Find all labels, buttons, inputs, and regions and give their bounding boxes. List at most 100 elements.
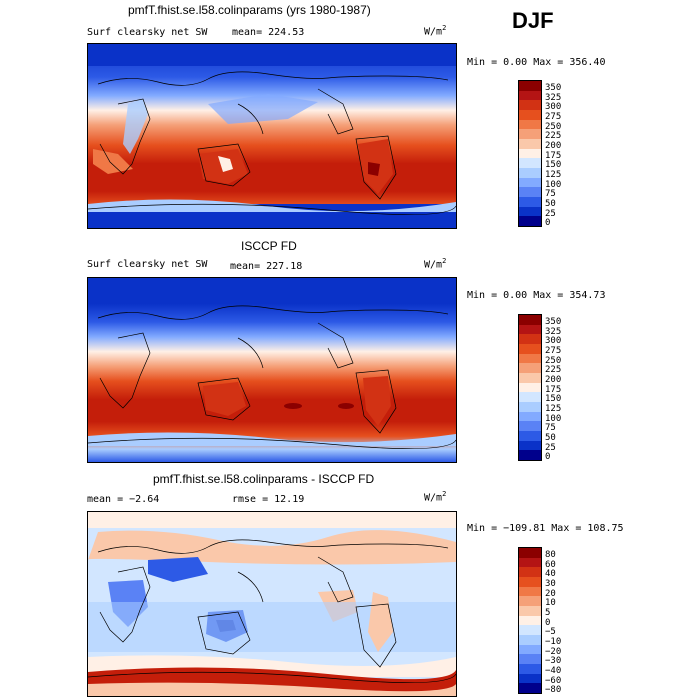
panel3-colorbar-swatch xyxy=(519,596,541,606)
panel2-colorbar-swatch xyxy=(519,372,541,383)
colorbar-tick-label: 75 xyxy=(545,189,556,200)
colorbar-tick-label: 75 xyxy=(545,423,556,434)
panel2-colorbar-swatch xyxy=(519,392,541,402)
colorbar-tick-label: 350 xyxy=(545,83,562,93)
panel3-mean-label: mean = −2.64 xyxy=(87,494,160,505)
panel3-colorbar xyxy=(518,547,542,694)
panel2-colorbar-swatch xyxy=(519,401,541,412)
panel2-colorbar-swatch xyxy=(519,430,541,441)
panel1-variable-label: Surf clearsky net SW xyxy=(87,27,208,38)
panel2-colorbar-swatch xyxy=(519,353,541,364)
panel3-colorbar-swatch xyxy=(519,586,541,597)
colorbar-tick-label: 80 xyxy=(545,550,556,560)
panel1-map-svg xyxy=(88,44,456,228)
panel2-colorbar-swatch xyxy=(519,315,541,325)
panel1-units: W/m2 xyxy=(424,24,447,38)
colorbar-tick-label: 300 xyxy=(545,336,562,347)
panel2-range: Min = 0.00 Max = 354.73 xyxy=(467,290,606,301)
panel1-title: pmfT.fhist.se.l58.colinparams (yrs 1980-… xyxy=(128,3,371,17)
panel3-colorbar-swatch xyxy=(519,625,541,635)
panel1-colorbar-swatch xyxy=(519,100,541,110)
colorbar-tick-label: 175 xyxy=(545,150,562,161)
panel2-colorbar-swatch xyxy=(519,440,541,451)
colorbar-tick-label: 325 xyxy=(545,326,562,337)
colorbar-tick-label: 0 xyxy=(545,452,551,463)
panel1-colorbar-swatch xyxy=(519,196,541,207)
panel1-colorbar-swatch xyxy=(519,167,541,178)
panel3-colorbar-swatch xyxy=(519,673,541,684)
colorbar-tick-label: 0 xyxy=(545,617,551,628)
colorbar-tick-label: 60 xyxy=(545,559,556,570)
panel1-colorbar-swatch xyxy=(519,81,541,91)
colorbar-tick-label: −5 xyxy=(545,627,556,638)
panel1-colorbar-swatch xyxy=(519,187,541,197)
panel1-colorbar-swatch xyxy=(519,119,541,130)
panel3-colorbar-swatch xyxy=(519,605,541,616)
panel2-colorbar-swatch xyxy=(519,450,541,460)
panel2-colorbar-swatch xyxy=(519,334,541,344)
colorbar-tick-label: 5 xyxy=(545,607,551,618)
colorbar-tick-label: 200 xyxy=(545,140,562,151)
panel3-colorbar-swatch xyxy=(519,683,541,693)
colorbar-tick-label: 40 xyxy=(545,569,556,580)
panel1-colorbar-swatch xyxy=(519,177,541,188)
panel1-colorbar-swatch xyxy=(519,129,541,139)
colorbar-tick-label: 275 xyxy=(545,345,562,356)
panel2-colorbar-swatch xyxy=(519,382,541,393)
colorbar-tick-label: 275 xyxy=(545,111,562,122)
season-label: DJF xyxy=(512,8,554,33)
colorbar-tick-label: 300 xyxy=(545,102,562,113)
panel1-colorbar-swatch xyxy=(519,109,541,120)
colorbar-tick-label: 350 xyxy=(545,317,562,327)
panel1-colorbar-swatch xyxy=(519,206,541,217)
panel3-colorbar-swatch xyxy=(519,548,541,558)
panel3-units: W/m2 xyxy=(424,490,447,504)
panel1-mean-label: mean= 224.53 xyxy=(232,27,305,38)
colorbar-tick-label: 20 xyxy=(545,588,556,599)
panel1-colorbar-swatch xyxy=(519,158,541,168)
panel2-map xyxy=(87,277,457,463)
colorbar-tick-label: 175 xyxy=(545,384,562,395)
panel3-colorbar-swatch xyxy=(519,663,541,674)
colorbar-tick-label: 100 xyxy=(545,413,562,424)
panel2-title: ISCCP FD xyxy=(241,239,297,253)
panel3-colorbar-swatch xyxy=(519,615,541,626)
colorbar-tick-label: 30 xyxy=(545,578,556,589)
colorbar-tick-label: −20 xyxy=(545,646,562,657)
colorbar-tick-label: −80 xyxy=(545,685,562,696)
colorbar-tick-label: 125 xyxy=(545,169,562,180)
panel3-colorbar-swatch xyxy=(519,654,541,664)
panel2-colorbar-swatch xyxy=(519,411,541,422)
panel1-colorbar-swatch xyxy=(519,216,541,226)
colorbar-tick-label: −30 xyxy=(545,656,562,667)
colorbar-tick-label: 125 xyxy=(545,403,562,414)
colorbar-tick-label: −40 xyxy=(545,665,562,676)
colorbar-tick-label: 50 xyxy=(545,198,556,209)
colorbar-tick-label: 200 xyxy=(545,374,562,385)
panel2-colorbar-swatch xyxy=(519,421,541,431)
panel2-mean-label: mean= 227.18 xyxy=(230,261,303,272)
panel2-colorbar-swatch xyxy=(519,343,541,354)
panel2-map-svg xyxy=(88,278,456,462)
panel2-colorbar-swatch xyxy=(519,324,541,335)
panel3-colorbar-swatch xyxy=(519,557,541,568)
panel3-map-svg xyxy=(88,512,456,696)
panel3-range: Min = −109.81 Max = 108.75 xyxy=(467,523,624,534)
colorbar-tick-label: 150 xyxy=(545,394,562,405)
colorbar-tick-label: −60 xyxy=(545,675,562,686)
panel3-colorbar-swatch xyxy=(519,634,541,645)
panel3-title: pmfT.fhist.se.l58.colinparams - ISCCP FD xyxy=(153,472,375,486)
colorbar-tick-label: 250 xyxy=(545,121,562,132)
colorbar-tick-label: 100 xyxy=(545,179,562,190)
colorbar-tick-label: 325 xyxy=(545,92,562,103)
colorbar-tick-label: 0 xyxy=(545,218,551,229)
panel1-colorbar-swatch xyxy=(519,148,541,159)
panel3-colorbar-swatch xyxy=(519,576,541,587)
colorbar-tick-label: 25 xyxy=(545,442,556,453)
panel3-colorbar-swatch xyxy=(519,567,541,577)
colorbar-tick-label: 225 xyxy=(545,365,562,376)
panel2-colorbar-swatch xyxy=(519,363,541,373)
panel2-colorbar xyxy=(518,314,542,461)
colorbar-tick-label: 50 xyxy=(545,432,556,443)
panel1-range: Min = 0.00 Max = 356.40 xyxy=(467,57,606,68)
